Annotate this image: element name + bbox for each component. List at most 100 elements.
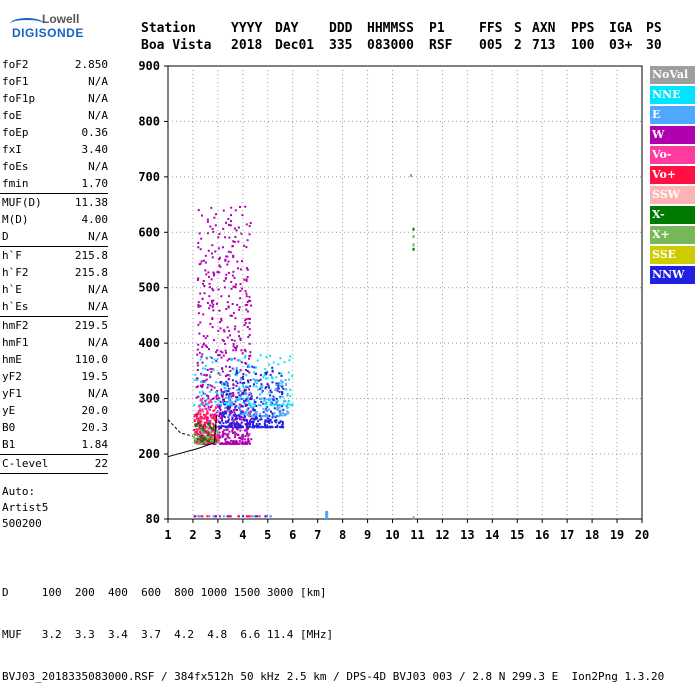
param-value: 1.84	[81, 438, 109, 451]
echo-point	[248, 423, 251, 426]
param-key: foF2	[2, 58, 29, 71]
echo-point	[220, 442, 223, 445]
echo-point	[228, 397, 231, 400]
echo-point	[226, 392, 229, 395]
echo-point	[214, 224, 217, 227]
y-tick-label: 500	[138, 281, 160, 295]
echo-point	[213, 272, 216, 275]
echo-point	[223, 386, 226, 389]
header-label-4: HHMMSS	[367, 21, 414, 36]
auto-label: Auto:	[2, 485, 36, 498]
echo-point	[259, 393, 261, 396]
echo-point	[240, 398, 243, 400]
echo-point	[260, 397, 263, 400]
echo-point	[201, 409, 204, 411]
echo-point	[245, 429, 248, 432]
echo-point	[201, 397, 204, 400]
echo-point	[229, 392, 232, 395]
echo-point	[264, 413, 267, 416]
echo-point	[211, 299, 213, 302]
echo-point	[204, 368, 207, 370]
echo-point	[232, 384, 235, 386]
legend-entry-vo: Vo+	[650, 166, 695, 184]
echo-point	[214, 437, 217, 440]
echo-point	[246, 310, 249, 313]
echo-point	[233, 403, 236, 406]
param-row: fxI 3.40	[0, 141, 112, 158]
echo-point	[219, 321, 222, 324]
echo-point	[236, 303, 239, 306]
echo-point	[277, 384, 280, 387]
echo-point	[232, 270, 235, 273]
echo-point	[260, 414, 263, 417]
echo-point	[224, 440, 227, 443]
echo-point	[275, 414, 278, 417]
echo-point	[218, 258, 221, 261]
echo-point	[228, 430, 231, 433]
echo-point	[237, 240, 240, 243]
echo-point	[195, 386, 198, 389]
echo-point	[214, 400, 217, 403]
echo-point	[204, 269, 207, 272]
param-row: B0 20.3	[0, 419, 112, 436]
echo-point	[241, 437, 244, 440]
echo-point	[241, 440, 244, 443]
footer-info: D 100 200 400 600 800 1000 1500 3000 [km…	[2, 558, 664, 698]
echo-point	[278, 390, 281, 393]
echo-point	[248, 357, 250, 360]
echo-point	[202, 259, 205, 262]
echo-point	[196, 379, 199, 382]
echo-point	[196, 419, 199, 422]
echo-point	[207, 427, 210, 430]
param-key: foE	[2, 109, 22, 122]
echo-point	[244, 362, 247, 365]
echo-point	[196, 437, 199, 440]
echo-point	[267, 426, 270, 429]
echo-point	[199, 417, 202, 419]
echo-point	[236, 389, 239, 391]
echo-point	[229, 397, 232, 399]
echo-point	[239, 418, 241, 421]
echo-point	[201, 425, 204, 428]
legend-entry-nne: NNE	[650, 86, 695, 104]
echo-point	[203, 417, 206, 420]
echo-point	[229, 426, 232, 428]
echo-point	[249, 317, 251, 320]
echo-point	[253, 399, 256, 402]
echo-point	[248, 233, 251, 236]
echo-point	[234, 413, 237, 416]
echo-point	[239, 423, 242, 426]
echo-point	[234, 406, 237, 409]
echo-point	[206, 386, 209, 389]
echo-point	[244, 354, 247, 357]
echo-point	[249, 412, 252, 415]
echo-point	[281, 391, 284, 393]
echo-point	[197, 323, 200, 326]
echo-point	[261, 385, 264, 388]
param-value: N/A	[88, 230, 108, 243]
echo-point	[243, 348, 246, 351]
echo-point	[237, 433, 240, 436]
echo-point	[248, 371, 251, 374]
echo-point	[204, 393, 207, 396]
echo-point	[229, 314, 232, 317]
echo-point	[242, 435, 245, 438]
echo-point	[220, 317, 223, 320]
echo-point	[199, 410, 202, 413]
echo-point	[202, 392, 205, 395]
echo-point	[246, 239, 249, 242]
echo-point	[269, 397, 272, 400]
echo-point	[239, 369, 242, 372]
echo-point	[211, 318, 214, 321]
param-value: N/A	[88, 109, 108, 122]
echo-point	[276, 425, 279, 428]
echo-point	[206, 422, 209, 425]
echo-point	[199, 408, 201, 411]
echo-point	[203, 429, 206, 432]
echo-point	[207, 271, 210, 274]
echo-point	[202, 380, 204, 383]
echo-point	[275, 419, 278, 422]
echo-point	[219, 436, 222, 439]
param-row: fmin 1.70	[0, 175, 112, 192]
echo-point	[276, 389, 279, 392]
